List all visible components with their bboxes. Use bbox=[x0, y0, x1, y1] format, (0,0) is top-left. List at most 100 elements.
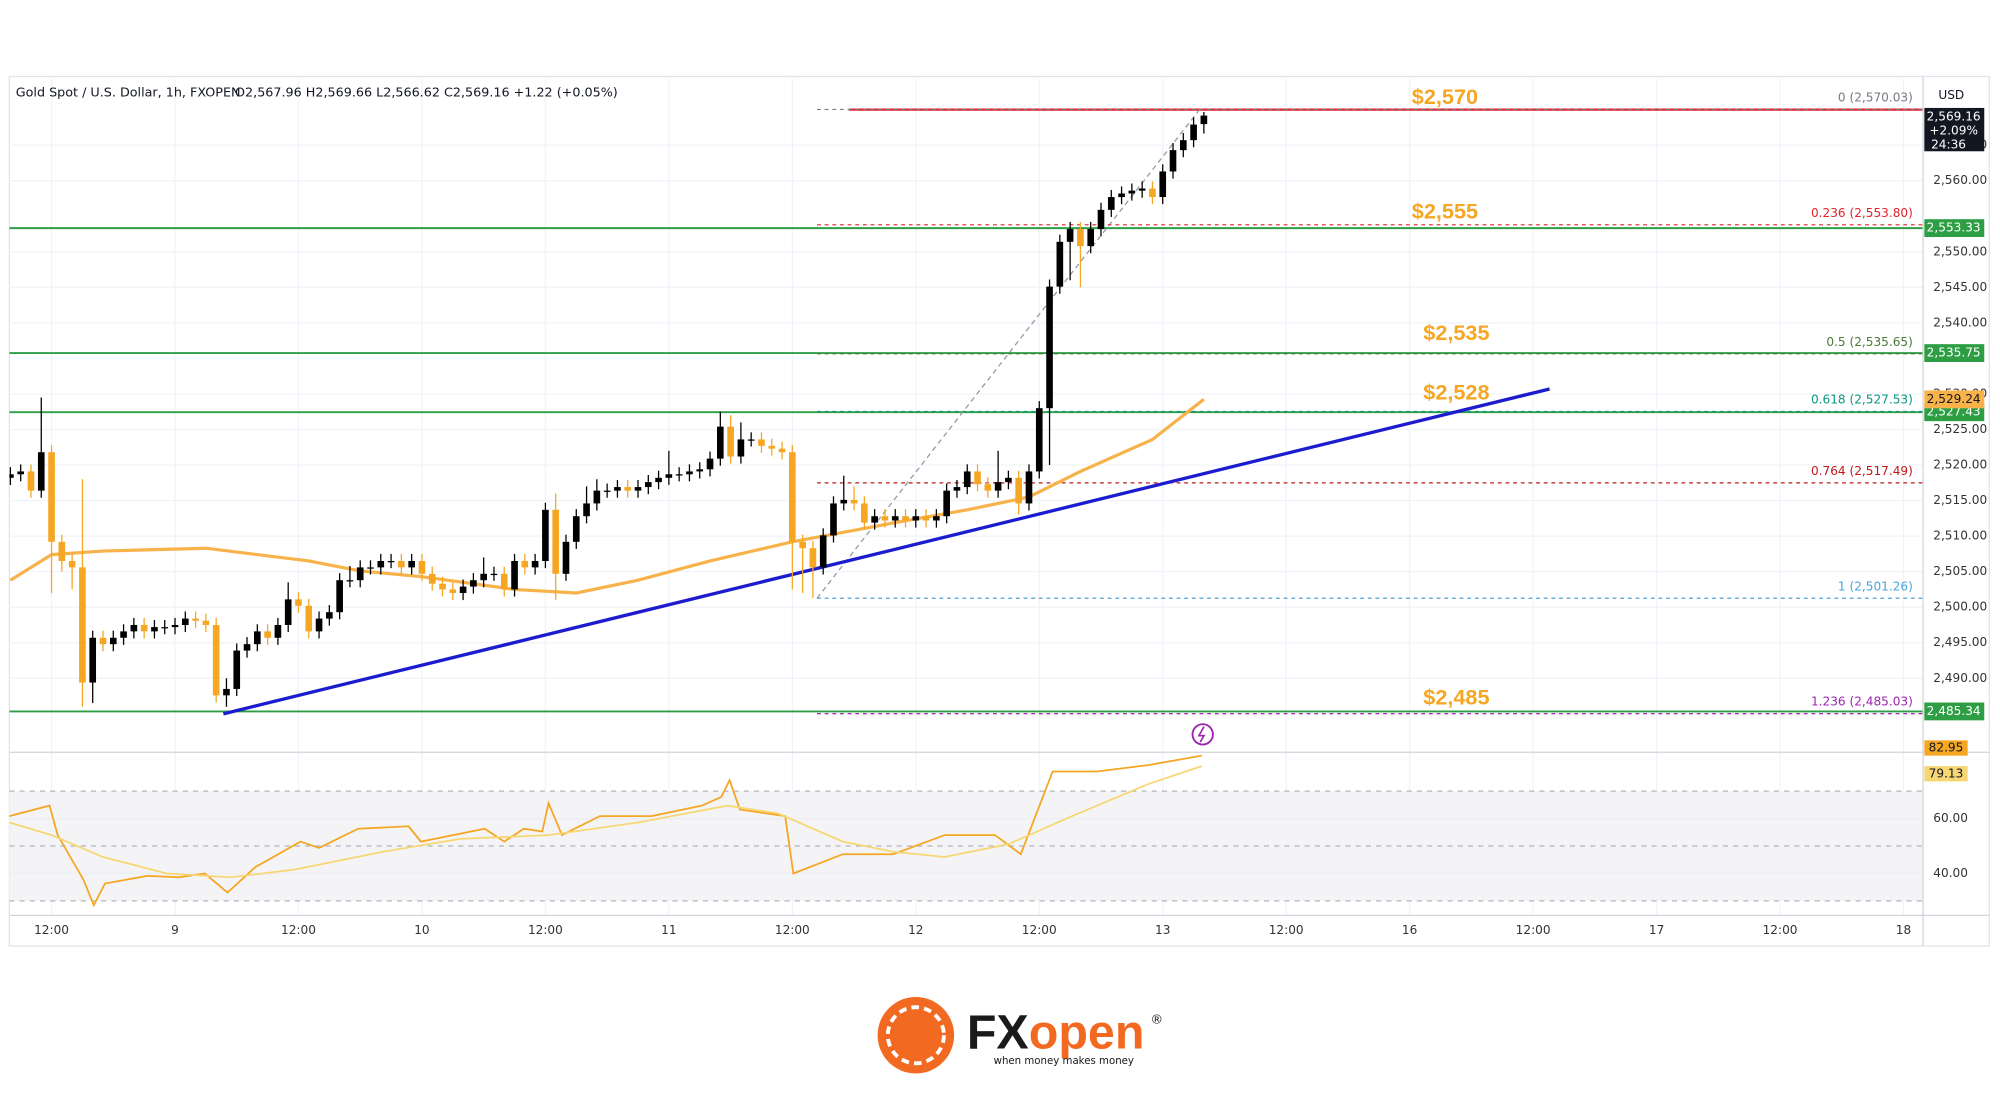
candle-body bbox=[984, 484, 992, 491]
x-tick-label: 13 bbox=[1155, 923, 1170, 937]
logo-emblem-detail bbox=[885, 1005, 946, 1066]
candle-body bbox=[891, 516, 899, 521]
candle-body bbox=[58, 541, 66, 561]
candle-body bbox=[171, 624, 179, 628]
level-price-label: 2,553.33 bbox=[1927, 221, 1981, 235]
x-tick-label: 12:00 bbox=[1516, 923, 1551, 937]
candle-body bbox=[603, 490, 611, 492]
candle-body bbox=[490, 573, 498, 576]
y-tick-label: 2,540.00 bbox=[1933, 315, 1987, 329]
candle-body bbox=[1046, 286, 1053, 409]
candle-body bbox=[233, 650, 241, 689]
candle-body bbox=[675, 474, 683, 476]
candle-body bbox=[593, 490, 601, 504]
candle-body bbox=[37, 452, 45, 491]
candle-body bbox=[655, 477, 662, 483]
last-price-box bbox=[1924, 107, 1985, 152]
candle-body bbox=[459, 586, 467, 593]
candle-body bbox=[377, 560, 385, 568]
candle-body bbox=[315, 618, 323, 632]
candle-body bbox=[809, 548, 817, 568]
candle-body bbox=[480, 573, 487, 581]
ma-price-label: 2,529.24 bbox=[1927, 392, 1981, 406]
candle-body bbox=[264, 631, 271, 638]
y-tick-label: 2,495.00 bbox=[1933, 635, 1987, 649]
candle-body bbox=[1169, 150, 1177, 172]
candle-body bbox=[48, 452, 55, 542]
rsi-tick-label: 60.00 bbox=[1933, 811, 1968, 825]
candle-body bbox=[624, 487, 632, 491]
candle-body bbox=[326, 612, 333, 619]
candle-body bbox=[902, 516, 909, 521]
candle-body bbox=[1056, 241, 1064, 287]
rsi-value-label: 82.95 bbox=[1929, 740, 1964, 754]
x-tick-label: 16 bbox=[1402, 923, 1417, 937]
candle-body bbox=[89, 637, 97, 683]
change-label: +2.09% bbox=[1929, 123, 1978, 137]
candle-body bbox=[727, 426, 734, 457]
x-tick-label: 12:00 bbox=[528, 923, 563, 937]
price-annotation: $2,555 bbox=[1412, 199, 1478, 224]
logo: FXopen ® when money makes money bbox=[877, 997, 1163, 1074]
candle-body bbox=[912, 516, 920, 521]
candle-body bbox=[120, 631, 127, 638]
candle-body bbox=[881, 516, 889, 521]
candle-body bbox=[1077, 229, 1084, 247]
candle-body bbox=[778, 448, 786, 453]
candle-body bbox=[192, 618, 199, 621]
candle-body bbox=[439, 583, 446, 590]
candle-body bbox=[665, 474, 673, 478]
fib-label: 0.618 (2,527.53) bbox=[1811, 393, 1913, 407]
candle-body bbox=[99, 637, 107, 645]
candle-body bbox=[706, 458, 714, 470]
candle-body bbox=[140, 624, 148, 632]
y-tick-label: 2,500.00 bbox=[1933, 600, 1987, 614]
y-tick-label: 2,515.00 bbox=[1933, 493, 1987, 507]
candle-body bbox=[79, 567, 86, 683]
countdown-label: 24:36 bbox=[1931, 137, 1966, 151]
level-price-label-box bbox=[1924, 702, 1985, 721]
x-tick-label: 12 bbox=[908, 923, 923, 937]
candle-body bbox=[634, 487, 642, 491]
candle-body bbox=[470, 580, 477, 587]
candle-body bbox=[799, 541, 806, 549]
fib-label: 1 (2,501.26) bbox=[1838, 579, 1913, 593]
fib-label: 0 (2,570.03) bbox=[1838, 90, 1913, 104]
x-tick-label: 12:00 bbox=[1763, 923, 1798, 937]
x-tick-label: 10 bbox=[414, 923, 429, 937]
candle-body bbox=[1190, 124, 1197, 141]
candle-body bbox=[974, 471, 981, 485]
candle-body bbox=[212, 624, 220, 696]
y-tick-label: 2,490.00 bbox=[1933, 671, 1987, 685]
rsi-value-box bbox=[1924, 766, 1968, 782]
candle-body bbox=[449, 589, 457, 593]
candle-body bbox=[346, 580, 354, 582]
candle-body bbox=[572, 516, 580, 542]
candle-body bbox=[644, 482, 652, 488]
candle-body bbox=[161, 627, 169, 629]
plot: 0 (2,570.03) 0.236 (2,553.80) 0.5 (2,535.6… bbox=[9, 90, 1924, 908]
x-tick-label: 11 bbox=[661, 923, 676, 937]
fib-label: 0.236 (2,553.80) bbox=[1811, 206, 1913, 220]
candle-body bbox=[1025, 471, 1033, 504]
candle-body bbox=[295, 599, 302, 606]
candle-body bbox=[202, 620, 210, 625]
rsi-line bbox=[9, 765, 1203, 879]
rsi-value-box bbox=[1924, 740, 1968, 756]
candle-body bbox=[1097, 209, 1105, 230]
candle-body bbox=[542, 509, 549, 561]
candle-body bbox=[1159, 171, 1167, 198]
y-tick-label: 2,545.00 bbox=[1933, 280, 1987, 294]
candle-body bbox=[109, 637, 117, 645]
currency: USD bbox=[1938, 88, 1964, 102]
candle-body bbox=[428, 573, 436, 584]
ohlc-header: O2,567.96 H2,569.66 L2,566.62 C2,569.16 … bbox=[235, 86, 618, 101]
candle-body bbox=[1015, 477, 1023, 504]
price-annotation: $2,485 bbox=[1423, 684, 1489, 709]
candle-body bbox=[953, 487, 961, 491]
candle-body bbox=[819, 535, 827, 568]
candle-body bbox=[367, 567, 374, 569]
candle-body bbox=[933, 516, 940, 521]
grid bbox=[9, 79, 1924, 916]
